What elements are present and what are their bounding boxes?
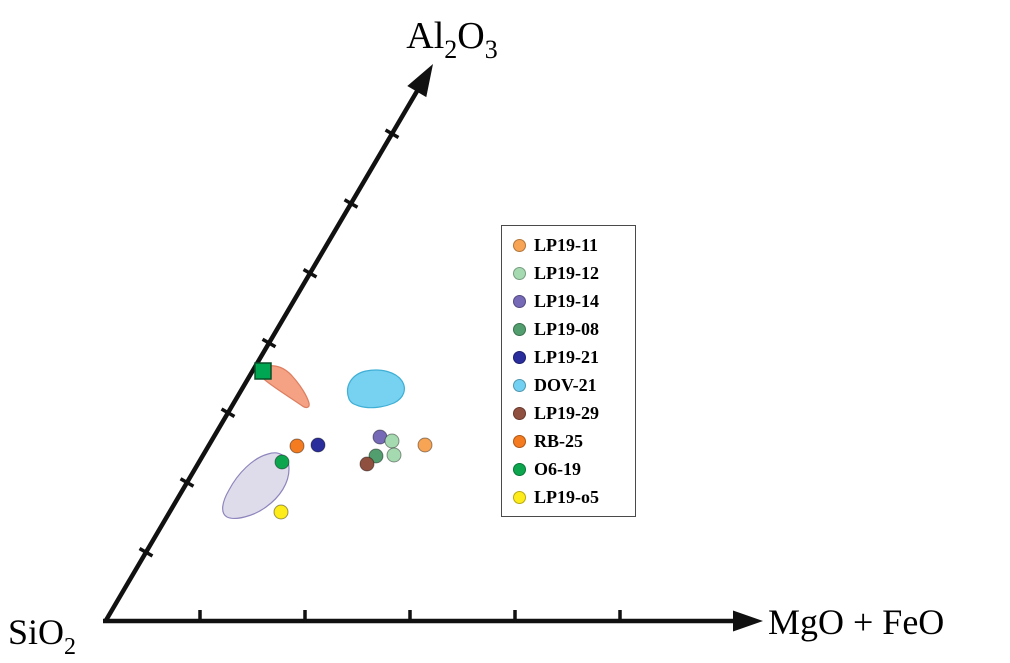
legend-label: LP19-29 <box>534 403 599 423</box>
legend-label: O6-19 <box>534 459 581 479</box>
legend-item: LP19-11 <box>513 236 621 254</box>
blue-field <box>346 369 405 409</box>
data-point <box>359 456 375 472</box>
legend-label: DOV-21 <box>534 375 597 395</box>
al2o3-axis-tick <box>261 337 277 349</box>
legend-marker-icon <box>513 350 526 364</box>
legend-label: LP19-11 <box>534 235 599 255</box>
legend-item: LP19-29 <box>513 404 621 422</box>
legend-marker-icon <box>513 462 526 476</box>
al2o3-axis-tick <box>343 198 359 209</box>
legend-label: LP19-21 <box>534 347 599 367</box>
legend-marker-icon <box>513 378 526 392</box>
al2o3-axis-tick <box>384 128 400 140</box>
data-point <box>289 438 305 454</box>
al2o3-axis-tick <box>220 407 236 419</box>
sio2-origin-label: SiO2​ <box>8 612 76 660</box>
legend-item: RB-25 <box>513 432 621 450</box>
legend-marker-icon <box>513 294 526 308</box>
legend-label: RB-25 <box>534 431 583 451</box>
legend-item: LP19-21 <box>513 348 621 366</box>
al2o3-axis-tick <box>302 267 318 279</box>
al2o3-axis-tick <box>179 477 195 488</box>
legend-item: LP19-o5 <box>513 488 621 506</box>
legend-label: LP19-o5 <box>534 487 599 507</box>
legend-item: LP19-12 <box>513 264 621 282</box>
data-point <box>274 454 290 470</box>
data-point <box>368 448 384 464</box>
legend-marker-icon <box>513 490 526 504</box>
data-point <box>386 447 402 463</box>
data-point <box>310 437 326 453</box>
legend-item: LP19-14 <box>513 292 621 310</box>
legend-marker-icon <box>513 266 526 280</box>
axes <box>103 64 763 632</box>
al2o3-axis-label: Al2​O3​ <box>406 15 497 64</box>
legend-label: LP19-12 <box>534 263 599 283</box>
data-point <box>273 504 289 520</box>
al2o3-axis-arrowhead <box>407 64 433 98</box>
legend-marker-icon <box>513 322 526 336</box>
legend-label: LP19-08 <box>534 319 599 339</box>
legend-item: DOV-21 <box>513 376 621 394</box>
al2o3-axis-line <box>103 85 422 624</box>
mgofeo-axis-arrowhead <box>733 610 763 632</box>
legend-label: LP19-14 <box>534 291 599 311</box>
legend-marker-icon <box>513 406 526 420</box>
legend-item: LP19-08 <box>513 320 621 338</box>
legend-item: O6-19 <box>513 460 621 478</box>
al2o3-axis-tick <box>138 546 154 558</box>
green-square-marker <box>254 362 272 380</box>
data-point <box>417 437 433 453</box>
mgofeo-axis-label: MgO + FeO <box>768 602 944 642</box>
legend: LP19-11 LP19-12 LP19-14 LP19-08 LP19-21 DOV-2… <box>501 225 636 517</box>
legend-marker-icon <box>513 434 526 448</box>
data-point <box>384 433 400 449</box>
legend-marker-icon <box>513 238 526 252</box>
